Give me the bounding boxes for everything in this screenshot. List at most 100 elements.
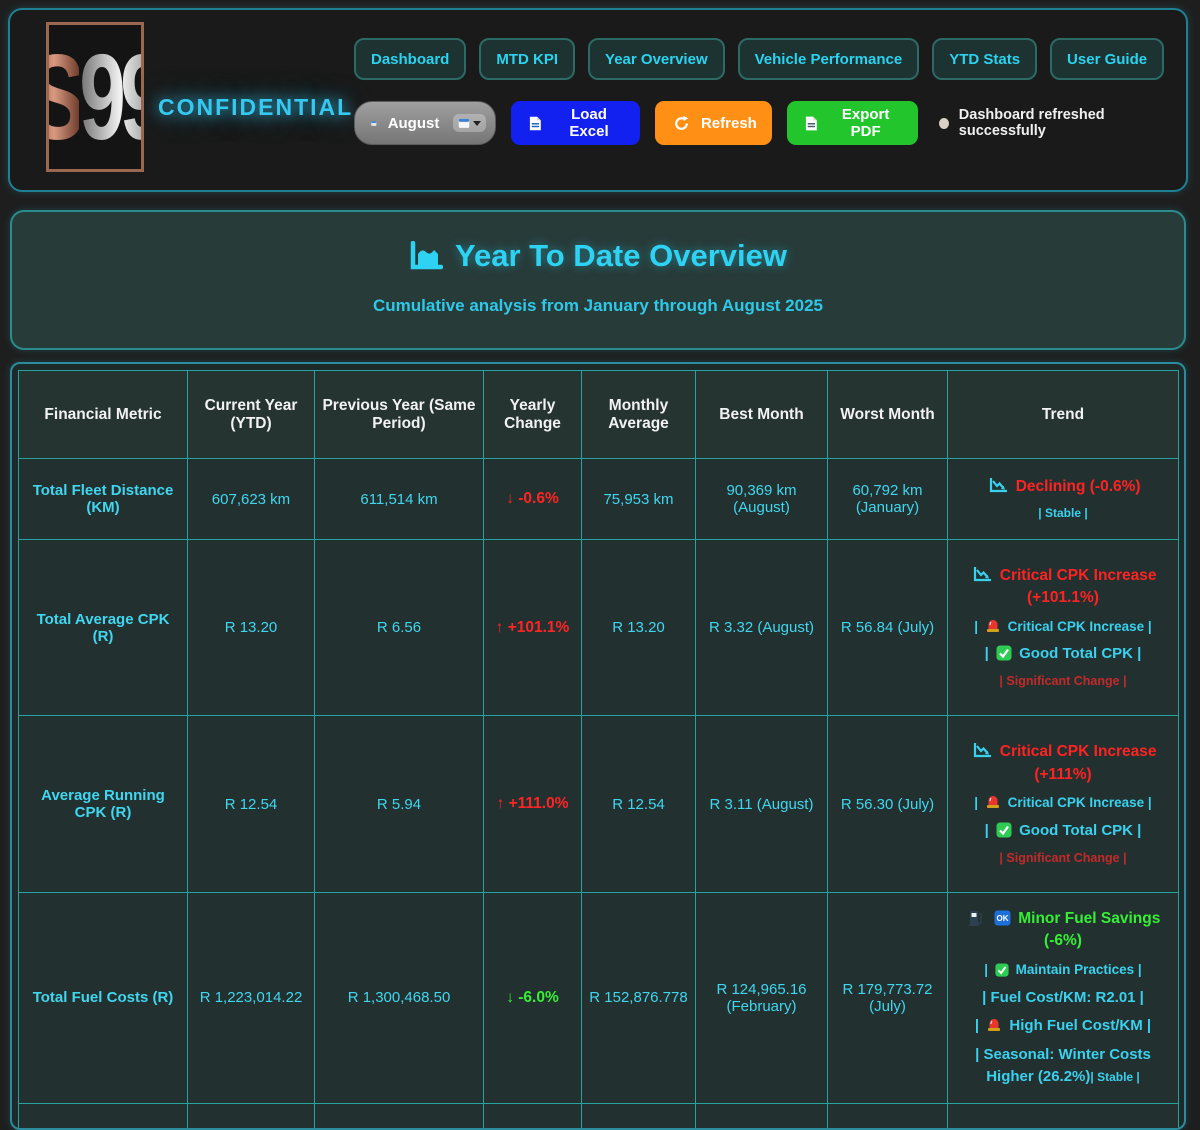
yearly-change-value: ↑ +111.0%	[484, 716, 582, 893]
table-row-partial	[19, 1103, 1179, 1130]
table-row: Average Running CPK (R) R 12.54 R 5.94 ↑…	[19, 716, 1179, 893]
trend-cell: Critical CPK Increase (+111%) | Critical…	[948, 716, 1179, 893]
excel-file-icon	[529, 115, 542, 132]
page-title-text: Year To Date Overview	[455, 238, 787, 274]
trend-headline: OK Minor Fuel Savings (-6%)	[953, 908, 1173, 953]
trend-note: | Significant Change |	[953, 672, 1173, 690]
col-worst-month: Worst Month	[828, 371, 948, 459]
siren-icon	[985, 795, 1001, 810]
trend-headline-text: Critical CPK Increase (+101.1%)	[1000, 567, 1157, 606]
trend-maintain-text: Maintain Practices |	[1016, 962, 1142, 977]
nav-dashboard-label: Dashboard	[371, 51, 449, 68]
col-best-month: Best Month	[696, 371, 828, 459]
trend-headline-text: Declining (-0.6%)	[1016, 478, 1141, 495]
pipe: |	[974, 795, 978, 810]
nav-vehicle-performance-label: Vehicle Performance	[755, 51, 903, 68]
metric-name: Total Average CPK (R)	[19, 540, 188, 716]
metric-name: Total Fuel Costs (R)	[19, 893, 188, 1104]
export-pdf-button[interactable]: Export PDF	[787, 101, 918, 145]
yearly-change-value: ↓ -0.6%	[484, 459, 582, 540]
area-chart-icon	[409, 241, 443, 271]
trend-headline-text: Minor Fuel Savings (-6%)	[1018, 910, 1160, 949]
monthly-average-value: R 13.20	[582, 540, 696, 716]
yearly-change-value: ↓ -6.0%	[484, 893, 582, 1104]
previous-year-value: R 5.94	[315, 716, 484, 893]
refresh-button[interactable]: Refresh	[655, 101, 772, 145]
previous-year-value: R 1,300,468.50	[315, 893, 484, 1104]
export-pdf-label: Export PDF	[829, 106, 903, 140]
trend-tag: | Stable |	[953, 505, 1173, 522]
ytd-table: Financial Metric Current Year (YTD) Prev…	[18, 370, 1179, 1130]
month-select-dropdown[interactable]	[453, 114, 486, 132]
col-yearly-change: Yearly Change	[484, 371, 582, 459]
trend-seasonal-line: | Seasonal: Winter Costs Higher (26.2%)|…	[953, 1044, 1173, 1088]
col-monthly-average: Monthly Average	[582, 371, 696, 459]
logo-text: S99	[46, 36, 144, 158]
metric-name: Total Fleet Distance (KM)	[19, 459, 188, 540]
table-header-row: Financial Metric Current Year (YTD) Prev…	[19, 371, 1179, 459]
month-select[interactable]: August	[354, 101, 496, 145]
calendar-icon	[371, 116, 377, 131]
header-right: Dashboard MTD KPI Year Overview Vehicle …	[354, 10, 1176, 190]
confidential-label: CONFIDENTIAL	[158, 94, 353, 121]
status-text: Dashboard refreshed successfully	[959, 107, 1176, 139]
trend-alert-text: Critical CPK Increase |	[1008, 795, 1152, 810]
nav-year-overview-label: Year Overview	[605, 51, 708, 68]
load-excel-button[interactable]: Load Excel	[511, 101, 640, 145]
previous-year-value: 611,514 km	[315, 459, 484, 540]
table-row: Total Fleet Distance (KM) 607,623 km 611…	[19, 459, 1179, 540]
previous-year-value: R 6.56	[315, 540, 484, 716]
trend-headline: Critical CPK Increase (+111%)	[953, 741, 1173, 786]
best-month-value: R 3.11 (August)	[696, 716, 828, 893]
best-month-value: 90,369 km (August)	[696, 459, 828, 540]
trend-check-line: | Good Total CPK |	[953, 643, 1173, 665]
pipe: |	[974, 619, 978, 634]
nav-year-overview[interactable]: Year Overview	[588, 38, 725, 80]
best-month-value: R 3.32 (August)	[696, 540, 828, 716]
month-select-value: August	[388, 115, 440, 132]
nav-ytd-stats[interactable]: YTD Stats	[932, 38, 1037, 80]
ok-button-icon: OK	[994, 910, 1011, 926]
monthly-average-value: R 152,876.778	[582, 893, 696, 1104]
nav-mtd-kpi-label: MTD KPI	[496, 51, 558, 68]
trend-fuel-cost: | Fuel Cost/KM: R2.01 |	[953, 987, 1173, 1009]
check-box-icon	[996, 822, 1012, 838]
pdf-file-icon	[805, 115, 818, 132]
trend-alert-line: | Critical CPK Increase |	[953, 793, 1173, 813]
logo-letter-s: S	[46, 29, 79, 165]
trend-check-text: Good Total CPK |	[1019, 822, 1141, 839]
monthly-average-value: R 12.54	[582, 716, 696, 893]
pipe: |	[984, 962, 988, 977]
company-logo: S99	[46, 22, 144, 172]
nav-vehicle-performance[interactable]: Vehicle Performance	[738, 38, 920, 80]
svg-text:OK: OK	[996, 914, 1008, 923]
page-subtitle: Cumulative analysis from January through…	[12, 296, 1184, 316]
current-year-value: R 1,223,014.22	[188, 893, 315, 1104]
nav-user-guide[interactable]: User Guide	[1050, 38, 1164, 80]
trend-headline-text: Critical CPK Increase (+111%)	[1000, 743, 1157, 782]
nav-ytd-stats-label: YTD Stats	[949, 51, 1020, 68]
chevron-down-icon	[473, 121, 481, 126]
siren-icon	[986, 1018, 1002, 1033]
col-current-year: Current Year (YTD)	[188, 371, 315, 459]
monthly-average-value: 75,953 km	[582, 459, 696, 540]
worst-month-value: R 179,773.72 (July)	[828, 893, 948, 1104]
trend-alert-text: Critical CPK Increase |	[1008, 619, 1152, 634]
worst-month-value: R 56.30 (July)	[828, 716, 948, 893]
check-box-icon	[995, 963, 1009, 977]
nav-dashboard[interactable]: Dashboard	[354, 38, 466, 80]
col-financial-metric: Financial Metric	[19, 371, 188, 459]
chart-decreasing-icon	[988, 477, 1008, 494]
col-trend: Trend	[948, 371, 1179, 459]
table-row: Total Average CPK (R) R 13.20 R 6.56 ↑ +…	[19, 540, 1179, 716]
nav-mtd-kpi[interactable]: MTD KPI	[479, 38, 575, 80]
pipe: |	[975, 1017, 979, 1034]
trend-cell: OK Minor Fuel Savings (-6%) | Maintain P…	[948, 893, 1179, 1104]
trend-cell: Critical CPK Increase (+101.1%) | Critic…	[948, 540, 1179, 716]
nav-user-guide-label: User Guide	[1067, 51, 1147, 68]
table-row: Total Fuel Costs (R) R 1,223,014.22 R 1,…	[19, 893, 1179, 1104]
col-previous-year: Previous Year (Same Period)	[315, 371, 484, 459]
chart-decreasing-icon	[972, 742, 992, 759]
status-dot-icon	[939, 118, 949, 129]
refresh-icon	[673, 115, 690, 132]
